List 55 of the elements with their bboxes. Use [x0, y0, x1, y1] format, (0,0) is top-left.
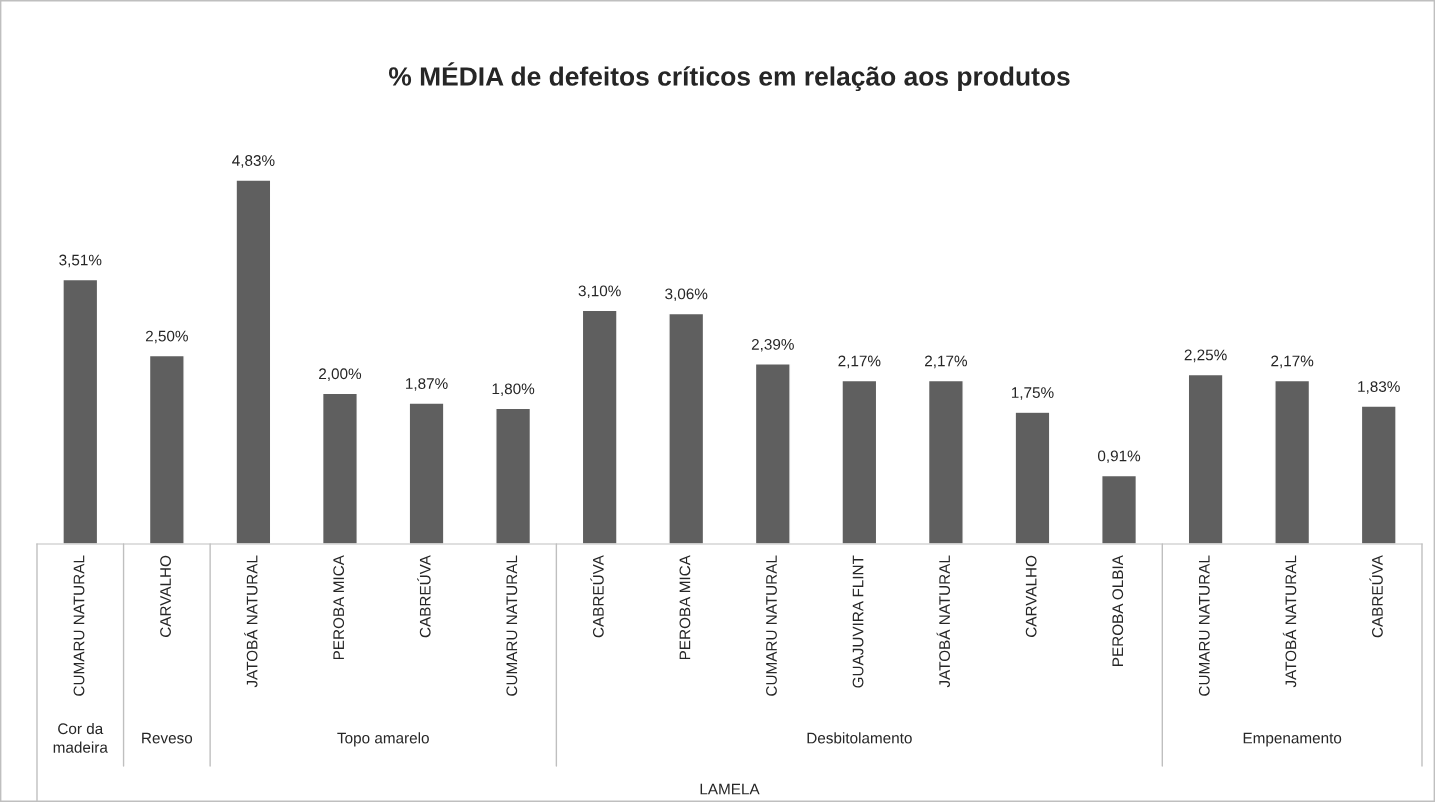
data-label: 2,39%	[751, 338, 794, 352]
data-label: 3,51%	[59, 254, 102, 268]
x-tick-label: CUMARU NATURAL	[506, 555, 518, 696]
bar	[235, 179, 272, 544]
data-label: 1,83%	[1358, 381, 1400, 394]
x-tick-label: PEROBA MICA	[333, 555, 345, 660]
data-label: 0,91%	[1097, 450, 1141, 464]
bar	[1014, 411, 1051, 544]
chart-title: % MÉDIA de defeitos críticos em relação aos produtos	[388, 62, 1070, 92]
data-label: 1,87%	[406, 378, 448, 391]
text: Desbitolamento	[807, 732, 912, 744]
x-tick-label: JATOBÁ NATURAL	[1282, 555, 1297, 688]
data-label: 2,50%	[145, 330, 188, 344]
x-tick-label: CUMARU NATURAL	[73, 555, 85, 696]
data-label: 3,10%	[578, 285, 621, 299]
bar	[1101, 474, 1138, 544]
x-tick-label: CUMARU NATURAL	[766, 555, 777, 696]
x-tick-label: GUAJUVIRA FLINT	[852, 555, 864, 688]
bar	[841, 379, 878, 544]
data-label: 4,83%	[232, 155, 275, 168]
text: Empenamento	[1243, 732, 1342, 747]
data-label: 2,25%	[1184, 349, 1227, 363]
bar	[321, 392, 358, 544]
text: Topo amarelo	[337, 732, 429, 747]
data-label: 2,17%	[838, 355, 881, 369]
data-label: 2,00%	[319, 368, 362, 381]
data-label: 1,75%	[1011, 387, 1054, 400]
data-label: 2,17%	[925, 355, 968, 369]
bar	[1187, 373, 1224, 544]
bar	[148, 354, 185, 544]
x-tick-label: CABREÚVA	[590, 555, 604, 638]
x-tick-label: CARVALHO	[160, 555, 171, 637]
bar	[495, 407, 532, 544]
bar	[754, 363, 791, 544]
bar	[1274, 379, 1311, 544]
x-tick-label: PEROBA OLBIA	[1112, 555, 1124, 666]
data-label: 1,80%	[492, 383, 535, 397]
x-tick-label: CABREÚVA	[1369, 555, 1383, 638]
bar	[62, 278, 99, 544]
text: LAMELA	[700, 783, 760, 795]
bar	[1360, 405, 1397, 544]
bar	[927, 379, 964, 544]
x-tick-label: CABREÚVA	[417, 555, 431, 638]
x-tick-label: JATOBÁ NATURAL	[244, 555, 258, 688]
x-tick-label: CARVALHO	[1025, 555, 1037, 637]
data-label: 2,17%	[1271, 355, 1314, 369]
bar	[668, 312, 705, 544]
x-tick-label: JATOBÁ NATURAL	[936, 555, 951, 688]
bar	[408, 402, 445, 544]
data-label: 3,06%	[665, 288, 708, 302]
bar	[581, 309, 618, 544]
text: Cor da madeira	[53, 722, 108, 753]
x-tick-label: CUMARU NATURAL	[1198, 555, 1210, 696]
x-tick-label: PEROBA MICA	[679, 555, 691, 660]
text: Reveso	[142, 732, 193, 744]
